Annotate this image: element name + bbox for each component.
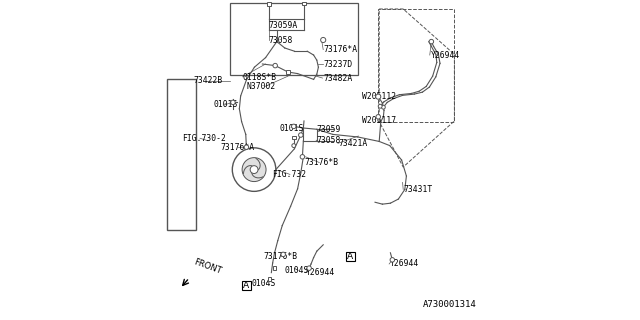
Text: 0104S: 0104S	[251, 279, 276, 288]
Circle shape	[242, 158, 266, 181]
Circle shape	[250, 166, 258, 173]
Circle shape	[232, 148, 276, 191]
Bar	[273, 266, 276, 270]
Bar	[268, 277, 271, 281]
Circle shape	[378, 104, 382, 108]
Bar	[286, 70, 290, 74]
Text: Y26944: Y26944	[430, 51, 460, 60]
Text: 73431T: 73431T	[404, 185, 433, 194]
Text: A730001314: A730001314	[422, 300, 476, 309]
Circle shape	[321, 37, 326, 43]
Circle shape	[429, 39, 434, 44]
Text: 73176*B: 73176*B	[305, 158, 339, 167]
Text: 0101S: 0101S	[280, 124, 304, 133]
Text: W205112: W205112	[362, 92, 396, 101]
Bar	[292, 136, 296, 140]
Text: 73176*A: 73176*A	[220, 143, 254, 152]
Bar	[302, 2, 306, 5]
Text: Y26944: Y26944	[390, 260, 419, 268]
Text: 73422B: 73422B	[193, 76, 223, 85]
Circle shape	[376, 94, 381, 99]
Text: 73421A: 73421A	[339, 139, 368, 148]
Text: 73059A: 73059A	[269, 21, 298, 30]
Bar	[242, 281, 251, 290]
Circle shape	[231, 100, 236, 105]
Text: N37002: N37002	[246, 82, 276, 91]
Circle shape	[292, 124, 296, 129]
Bar	[346, 252, 355, 261]
Text: 0118S*B: 0118S*B	[243, 73, 276, 82]
Circle shape	[273, 63, 278, 68]
Text: 73059: 73059	[316, 125, 340, 134]
Bar	[267, 2, 271, 6]
Text: 73176*A: 73176*A	[323, 45, 357, 54]
Bar	[230, 3, 358, 75]
Text: 73176*B: 73176*B	[263, 252, 297, 261]
Text: 73237D: 73237D	[323, 60, 353, 68]
Text: 73482A: 73482A	[323, 74, 353, 83]
Text: A: A	[347, 252, 353, 261]
Circle shape	[381, 105, 385, 109]
Text: FIG.730-2: FIG.730-2	[182, 134, 226, 143]
Circle shape	[390, 258, 394, 262]
Bar	[167, 79, 196, 230]
Text: FIG.732: FIG.732	[272, 170, 306, 179]
Text: 0101S: 0101S	[214, 100, 238, 109]
Circle shape	[307, 266, 312, 270]
Text: W205117: W205117	[362, 116, 396, 125]
Circle shape	[298, 133, 303, 137]
Text: 73058: 73058	[269, 36, 293, 44]
Circle shape	[376, 115, 380, 119]
Bar	[378, 9, 454, 122]
Text: 73058: 73058	[316, 136, 340, 145]
Circle shape	[281, 252, 285, 257]
Text: Y26944: Y26944	[306, 268, 335, 277]
Text: FRONT: FRONT	[192, 258, 222, 276]
Circle shape	[244, 145, 249, 149]
Circle shape	[300, 155, 305, 159]
Text: 0104S: 0104S	[284, 266, 308, 275]
Circle shape	[292, 144, 296, 148]
Text: A: A	[243, 281, 250, 290]
